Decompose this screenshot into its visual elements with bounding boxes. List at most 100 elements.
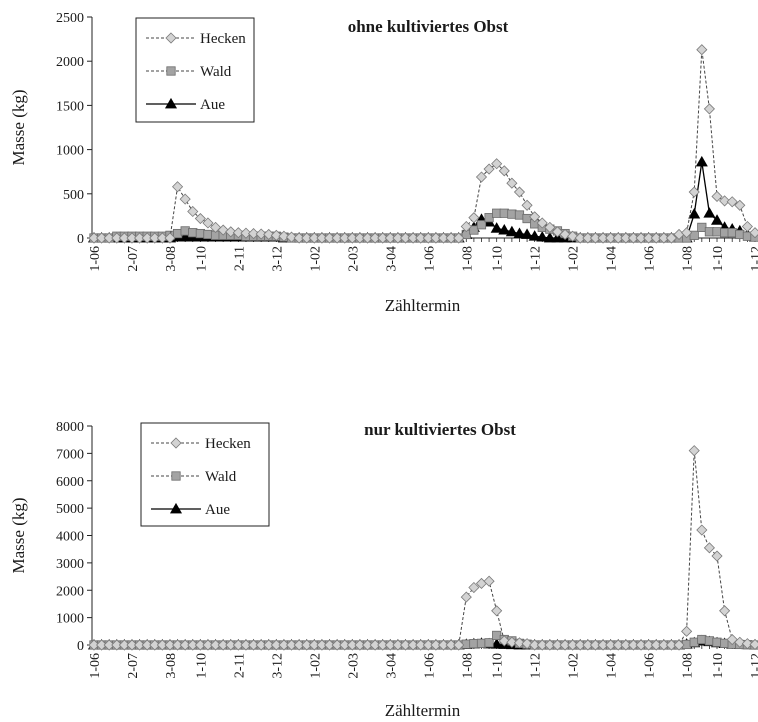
data-point-hecken	[673, 639, 685, 651]
data-point-hecken	[240, 227, 252, 239]
data-point-hecken	[179, 639, 191, 651]
data-point-hecken	[415, 232, 427, 244]
data-point-hecken	[658, 232, 670, 244]
data-point-wald	[697, 222, 707, 232]
legend: Hecken Wald Aue	[140, 422, 270, 527]
data-point-hecken	[665, 232, 677, 244]
data-point-hecken	[430, 639, 442, 651]
data-point-hecken	[681, 227, 693, 239]
data-point-hecken	[551, 639, 564, 651]
data-point-hecken	[285, 231, 298, 243]
data-point-hecken	[111, 639, 123, 651]
data-point-hecken	[498, 635, 510, 647]
data-point-hecken	[483, 575, 495, 587]
y-axis-title: Masse (kg)	[9, 497, 28, 573]
data-point-hecken	[719, 605, 731, 617]
data-point-hecken	[468, 212, 480, 224]
data-point-hecken	[597, 232, 609, 244]
data-point-wald	[514, 210, 525, 220]
data-point-hecken	[118, 232, 130, 244]
x-tick-label: 1-02	[308, 653, 323, 679]
data-point-hecken	[339, 639, 351, 651]
chart-ohne-kultiviertes-obst: 0 500 1000 1500 2000 2500 1-06 2-07 3-08 1-10 2-11…	[9, 11, 758, 315]
data-point-hecken	[453, 232, 465, 244]
x-tick-label: 1-10	[194, 246, 209, 272]
legend-marker-hecken	[165, 32, 177, 44]
data-point-hecken	[96, 232, 108, 244]
data-point-hecken	[308, 639, 320, 651]
data-point-hecken	[217, 639, 229, 651]
data-point-hecken	[460, 591, 472, 603]
data-point-hecken	[422, 232, 434, 244]
data-point-hecken	[711, 550, 723, 562]
data-point-hecken	[346, 232, 358, 244]
data-point-hecken	[635, 639, 647, 651]
x-tick-label: 3-04	[384, 246, 399, 272]
y-tick-label: 6000	[56, 475, 84, 490]
data-point-wald	[727, 228, 737, 238]
x-tick-label: 2-03	[346, 653, 361, 679]
data-point-hecken	[232, 227, 244, 239]
data-point-hecken	[453, 639, 465, 651]
y-tick-label: 500	[63, 188, 84, 203]
data-point-hecken	[574, 639, 586, 651]
data-point-hecken	[96, 639, 108, 651]
data-point-hecken	[415, 639, 427, 651]
data-point-hecken	[437, 639, 450, 651]
data-point-hecken	[597, 639, 609, 651]
x-tick-label: 3-12	[270, 653, 285, 679]
x-tick-label: 1-06	[422, 246, 437, 272]
x-tick-label: 1-04	[605, 653, 620, 679]
x-tick-label: 1-10	[491, 246, 506, 272]
data-point-wald	[499, 208, 509, 218]
data-point-hecken	[384, 232, 396, 244]
x-tick-label: 1-10	[711, 653, 726, 679]
x-tick-label: 1-06	[88, 653, 103, 679]
data-point-hecken	[194, 212, 206, 225]
data-point-hecken	[202, 217, 214, 229]
data-point-aue	[695, 155, 708, 167]
data-point-hecken	[331, 232, 343, 244]
data-point-aue	[703, 207, 716, 218]
data-point-hecken	[741, 220, 753, 233]
data-point-hecken	[149, 232, 161, 244]
data-point-aue	[528, 230, 541, 241]
data-point-wald	[720, 228, 730, 238]
data-point-hecken	[285, 639, 298, 651]
legend-label-hecken: Hecken	[200, 31, 246, 47]
data-point-hecken	[217, 224, 229, 236]
data-point-hecken	[361, 232, 374, 244]
data-point-hecken	[164, 232, 176, 244]
data-point-wald	[476, 220, 487, 230]
data-point-hecken	[605, 639, 617, 651]
data-point-hecken	[620, 639, 632, 651]
data-point-hecken	[141, 639, 153, 651]
x-tick-label: 1-12	[749, 653, 758, 679]
data-point-hecken	[156, 232, 168, 244]
data-point-hecken	[126, 232, 138, 244]
x-tick-label: 1-02	[567, 653, 582, 679]
data-point-hecken	[460, 220, 472, 233]
data-point-hecken	[536, 639, 548, 651]
data-point-hecken	[734, 199, 746, 211]
data-point-hecken	[346, 639, 358, 651]
x-tick-label: 1-10	[711, 246, 726, 272]
data-point-hecken	[529, 639, 541, 651]
data-point-wald	[195, 228, 205, 239]
x-tick-label: 1-10	[194, 653, 209, 679]
data-point-hecken	[384, 639, 396, 651]
data-point-hecken	[88, 232, 100, 244]
data-point-aue	[710, 214, 724, 225]
data-point-hecken	[544, 639, 556, 651]
data-point-hecken	[627, 639, 640, 651]
y-tick-label: 3000	[56, 557, 84, 572]
data-point-wald	[689, 637, 699, 647]
data-point-hecken	[650, 232, 662, 244]
data-point-wald	[522, 213, 532, 224]
legend-box	[135, 17, 255, 123]
data-point-wald	[507, 209, 517, 219]
data-point-hecken	[361, 639, 374, 651]
data-point-hecken	[513, 637, 526, 649]
data-point-hecken	[643, 232, 655, 244]
data-point-hecken	[399, 639, 412, 651]
